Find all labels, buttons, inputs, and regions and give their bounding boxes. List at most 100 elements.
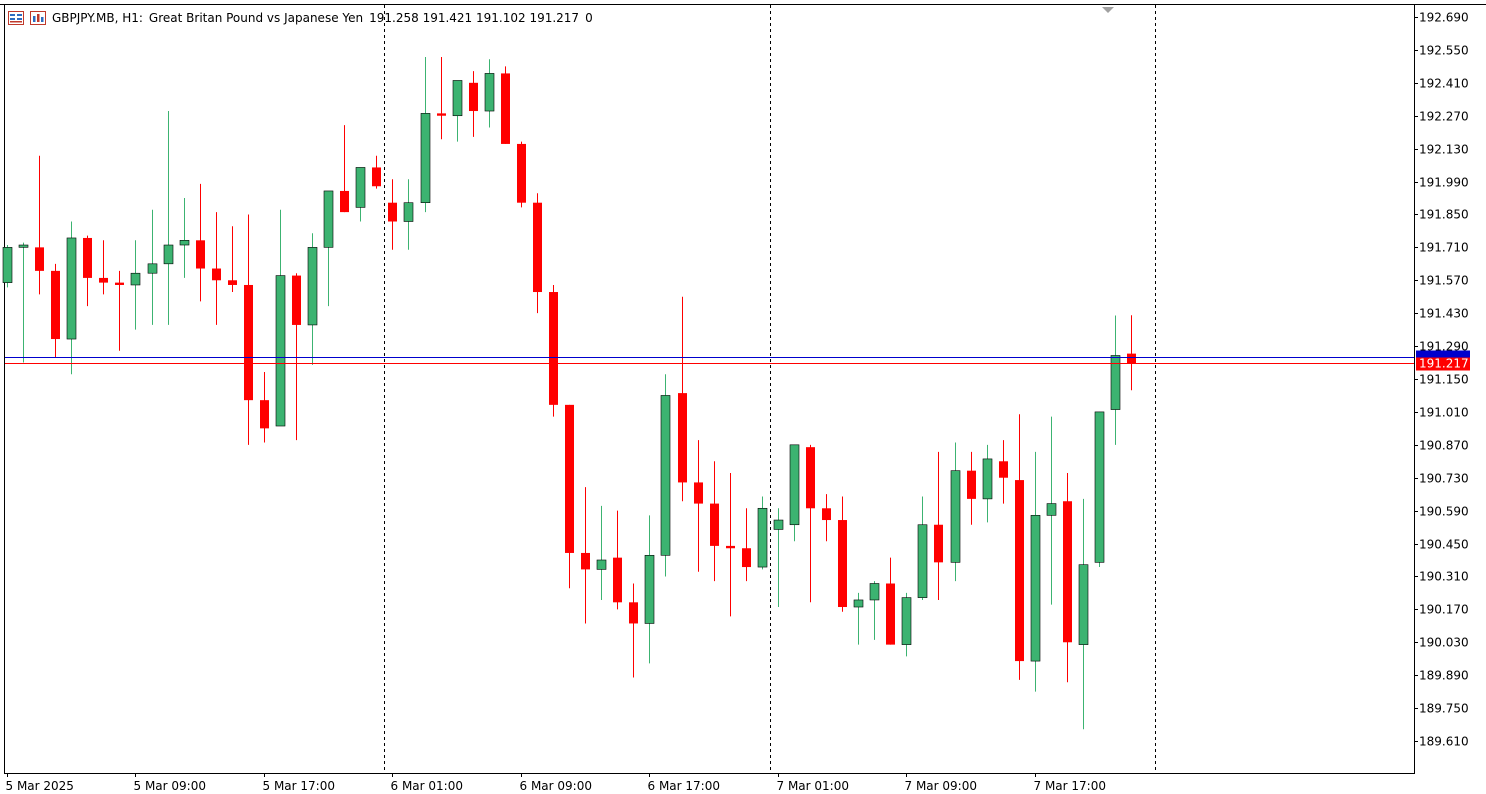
candle-body [517,143,526,203]
candle-body [260,400,269,429]
candle [452,80,463,142]
candle-body [196,240,205,269]
chart-window-icon[interactable] [8,11,24,25]
y-tick-label: 191.150 [1419,373,1469,387]
candle-body [1078,564,1089,645]
candle-body [822,508,831,521]
candle-body [789,444,800,526]
candle-body [853,599,864,608]
candle-body [163,244,174,265]
candle-body [83,237,92,278]
symbol-chart-icon[interactable] [30,11,46,25]
candle [694,440,703,572]
y-tick-label: 191.710 [1419,241,1469,255]
candle-body [323,190,334,248]
y-tick-label: 191.010 [1419,406,1469,420]
bid-price-tag [1416,357,1470,371]
candle [340,125,349,213]
candle [565,404,574,589]
symbol-name: GBPJPY.MB [52,11,115,25]
candle [517,141,526,208]
candle [469,71,478,137]
candle-body [982,458,993,500]
candle [1030,451,1041,692]
candle-body [18,244,29,248]
price-lines [5,357,1414,364]
candle [644,515,655,664]
candle [710,461,719,582]
candle [596,505,607,600]
candle [99,240,108,295]
candle-body [484,73,495,112]
y-tick-label: 191.990 [1419,176,1469,190]
candle-body [726,545,735,549]
y-tick-label: 189.750 [1419,702,1469,716]
candle [212,212,221,325]
x-tick-label: 7 Mar 17:00 [1034,779,1107,793]
candle-body [549,292,558,405]
candle [533,193,542,314]
candle [501,66,510,144]
candle-body [1127,353,1136,364]
y-tick-label: 191.850 [1419,208,1469,222]
chart-shift-marker[interactable] [1102,7,1114,13]
candle [355,167,366,222]
header-extra: 0 [585,11,593,25]
candle [999,440,1008,504]
y-tick-label: 192.270 [1419,110,1469,124]
candle [18,242,29,363]
candle-body [1094,411,1105,563]
candle-body [1063,501,1072,643]
candle-body [275,275,286,427]
candle-body [757,507,768,568]
y-tick-label: 190.590 [1419,505,1469,519]
candle [934,451,943,600]
price-axis[interactable]: 192.690 192.550 192.410 192.270 192.130 191.9… [1414,11,1470,749]
candle [420,56,431,213]
candle [757,496,768,570]
candle-body [2,247,13,283]
candle [35,155,44,295]
candle-body [694,482,703,504]
time-axis[interactable]: 5 Mar 2025 5 Mar 09:00 5 Mar 17:00 6 Mar 01… [6,773,1107,793]
ohlc-values: 191.258 191.421 191.102 191.217 [369,11,580,25]
candle-body [742,548,751,568]
candle-body [613,557,622,603]
x-tick-label: 7 Mar 01:00 [777,779,850,793]
x-tick-label: 5 Mar 2025 [6,779,74,793]
candle [886,557,895,645]
chart-header: GBPJPY.MB, H1: Great Britan Pound vs Jap… [8,9,593,27]
candle-body [1030,515,1041,662]
candle [130,240,141,330]
candle-body [710,503,719,546]
candle [307,233,318,365]
candle [260,371,269,443]
ask-price-tag [1416,350,1470,359]
candle [323,190,334,307]
y-tick-label: 190.310 [1419,570,1469,584]
candle-body [967,470,976,499]
candle [292,273,301,441]
candle [1078,498,1089,730]
candle-body [355,167,366,208]
candle-body [244,284,253,401]
candle [179,198,190,278]
candle [228,226,237,293]
y-tick-label: 191.430 [1419,307,1469,321]
candle-body [420,113,431,204]
candle [613,510,622,610]
candle-body [869,583,880,601]
y-tick-label: 189.890 [1419,669,1469,683]
candle-body [629,602,638,624]
plot-frame [4,4,1415,774]
candle-body [99,277,108,283]
candle [742,508,751,582]
candle-body [1046,503,1057,516]
candle-body [51,270,60,340]
candle [806,444,815,603]
candle-body [212,268,221,281]
candle-body [678,393,687,483]
candle [372,155,381,189]
